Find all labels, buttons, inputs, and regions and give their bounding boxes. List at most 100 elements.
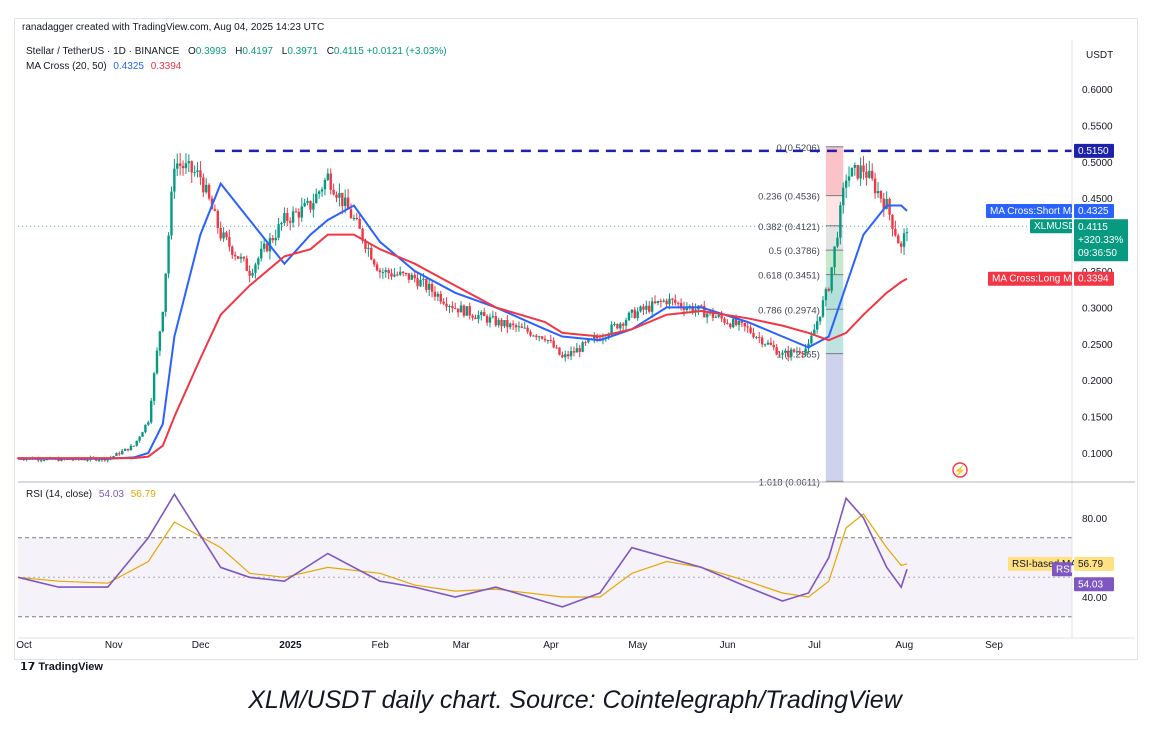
fib-level-label: 0.5 (0.3786) — [769, 246, 820, 257]
candle-body — [485, 316, 489, 323]
candle-body — [595, 336, 599, 339]
candle-body — [685, 307, 689, 310]
candle-body — [410, 274, 414, 280]
ma-long-value-tag: 0.3394 — [1078, 274, 1109, 285]
candle-body — [404, 273, 408, 275]
candle-body — [184, 163, 188, 169]
candle-body — [97, 459, 101, 461]
candle-body — [468, 306, 471, 316]
candle-body — [868, 170, 871, 178]
fib-level-label: 1.618 (0.0611) — [759, 477, 820, 488]
candle-body — [636, 311, 639, 319]
fib-level-label: 0.236 (0.4536) — [758, 192, 820, 203]
candle-body — [436, 293, 440, 297]
ma-legend[interactable]: MA Cross (20, 50) 0.4325 0.3394 — [26, 61, 181, 72]
figure-caption: XLM/USDT daily chart. Source: Cointelegr… — [248, 686, 902, 714]
chart-frame — [14, 18, 1138, 660]
candle-body — [523, 327, 526, 329]
candle-body — [126, 448, 130, 451]
candle-body — [607, 334, 610, 338]
candle-body — [520, 326, 524, 328]
rsi-tick-label: 80.00 — [1082, 514, 1107, 525]
candle-body — [897, 235, 900, 244]
lightning-icon — [952, 462, 968, 478]
candle-body — [445, 303, 448, 307]
candle-body — [427, 283, 431, 290]
candle-body — [642, 306, 645, 310]
candle-body — [749, 327, 752, 333]
candle-body — [566, 354, 570, 357]
ma-short-legend-value: 0.4325 — [113, 61, 144, 72]
candle-body — [775, 347, 778, 355]
candle-body — [248, 270, 251, 276]
candle-body — [190, 161, 193, 173]
symbol-title[interactable]: Stellar / TetherUS · 1D · BINANCE — [26, 46, 180, 57]
candle-body — [236, 256, 240, 259]
candle-body — [526, 327, 529, 332]
candle-body — [396, 274, 399, 276]
candle-body — [303, 202, 306, 207]
candle-body — [199, 170, 202, 178]
candle-body — [306, 200, 309, 203]
candle-body — [219, 227, 222, 239]
candle-body — [280, 222, 283, 225]
close-value: 0.4115 — [333, 46, 364, 57]
candle-body — [752, 332, 755, 338]
candle-body — [419, 279, 422, 287]
candle-body — [121, 450, 124, 455]
fib-zone-band — [825, 274, 844, 310]
candle-body — [740, 320, 744, 323]
candle-body — [346, 197, 350, 210]
candle-body — [847, 176, 851, 181]
rsi-tick-label: 40.00 — [1082, 593, 1107, 604]
rsi-value-tag: 54.03 — [1078, 579, 1103, 590]
rsi-ma-label-tag: RSI-based MA — [1012, 559, 1077, 570]
candle-body — [491, 316, 495, 318]
candle-body — [676, 302, 680, 304]
candle-body — [271, 238, 275, 241]
candle-body — [810, 335, 813, 344]
price-tick-label: 0.4500 — [1082, 194, 1113, 205]
candle-body — [781, 352, 784, 355]
candle-body — [888, 198, 891, 215]
candle-body — [297, 211, 301, 218]
candle-body — [665, 300, 668, 305]
rsi-legend[interactable]: RSI (14, close) 54.03 56.79 — [26, 489, 156, 500]
candle-body — [862, 165, 865, 172]
price-tick-label: 0.3000 — [1082, 303, 1113, 314]
candle-body — [569, 351, 573, 357]
candle-body — [885, 198, 888, 209]
candle-body — [720, 315, 723, 319]
candle-body — [535, 335, 538, 338]
candle-body — [407, 273, 411, 280]
candle-body — [442, 301, 445, 304]
candle-body — [859, 165, 862, 179]
candle-body — [242, 256, 246, 259]
tradingview-brand: TradingView — [38, 661, 103, 673]
candle-body — [451, 306, 454, 309]
candle-body — [86, 459, 89, 461]
candle-body — [871, 170, 874, 179]
candle-body — [873, 178, 877, 194]
candle-body — [593, 336, 596, 339]
candle-body — [610, 324, 613, 335]
candle-body — [509, 323, 512, 328]
month-tick-label: Oct — [16, 640, 32, 651]
candle-body — [294, 211, 298, 213]
price-chart[interactable]: 0 (0.5206) 0.236 (0.4536) 0.382 (0.4121) 0.… — [0, 0, 1150, 660]
candle-body — [433, 291, 437, 297]
candle-body — [899, 243, 903, 247]
candle-body — [572, 351, 576, 353]
candle-body — [364, 240, 367, 249]
candle-body — [222, 232, 225, 239]
candle-body — [161, 311, 164, 332]
candle-body — [465, 306, 469, 316]
candle-body — [865, 171, 868, 178]
change-tag: +320.33% — [1078, 235, 1123, 246]
candle-body — [755, 337, 758, 339]
candle-body — [149, 400, 153, 423]
candle-body — [891, 214, 894, 229]
candle-body — [425, 278, 428, 290]
candle-body — [639, 306, 642, 312]
candle-body — [254, 264, 257, 273]
